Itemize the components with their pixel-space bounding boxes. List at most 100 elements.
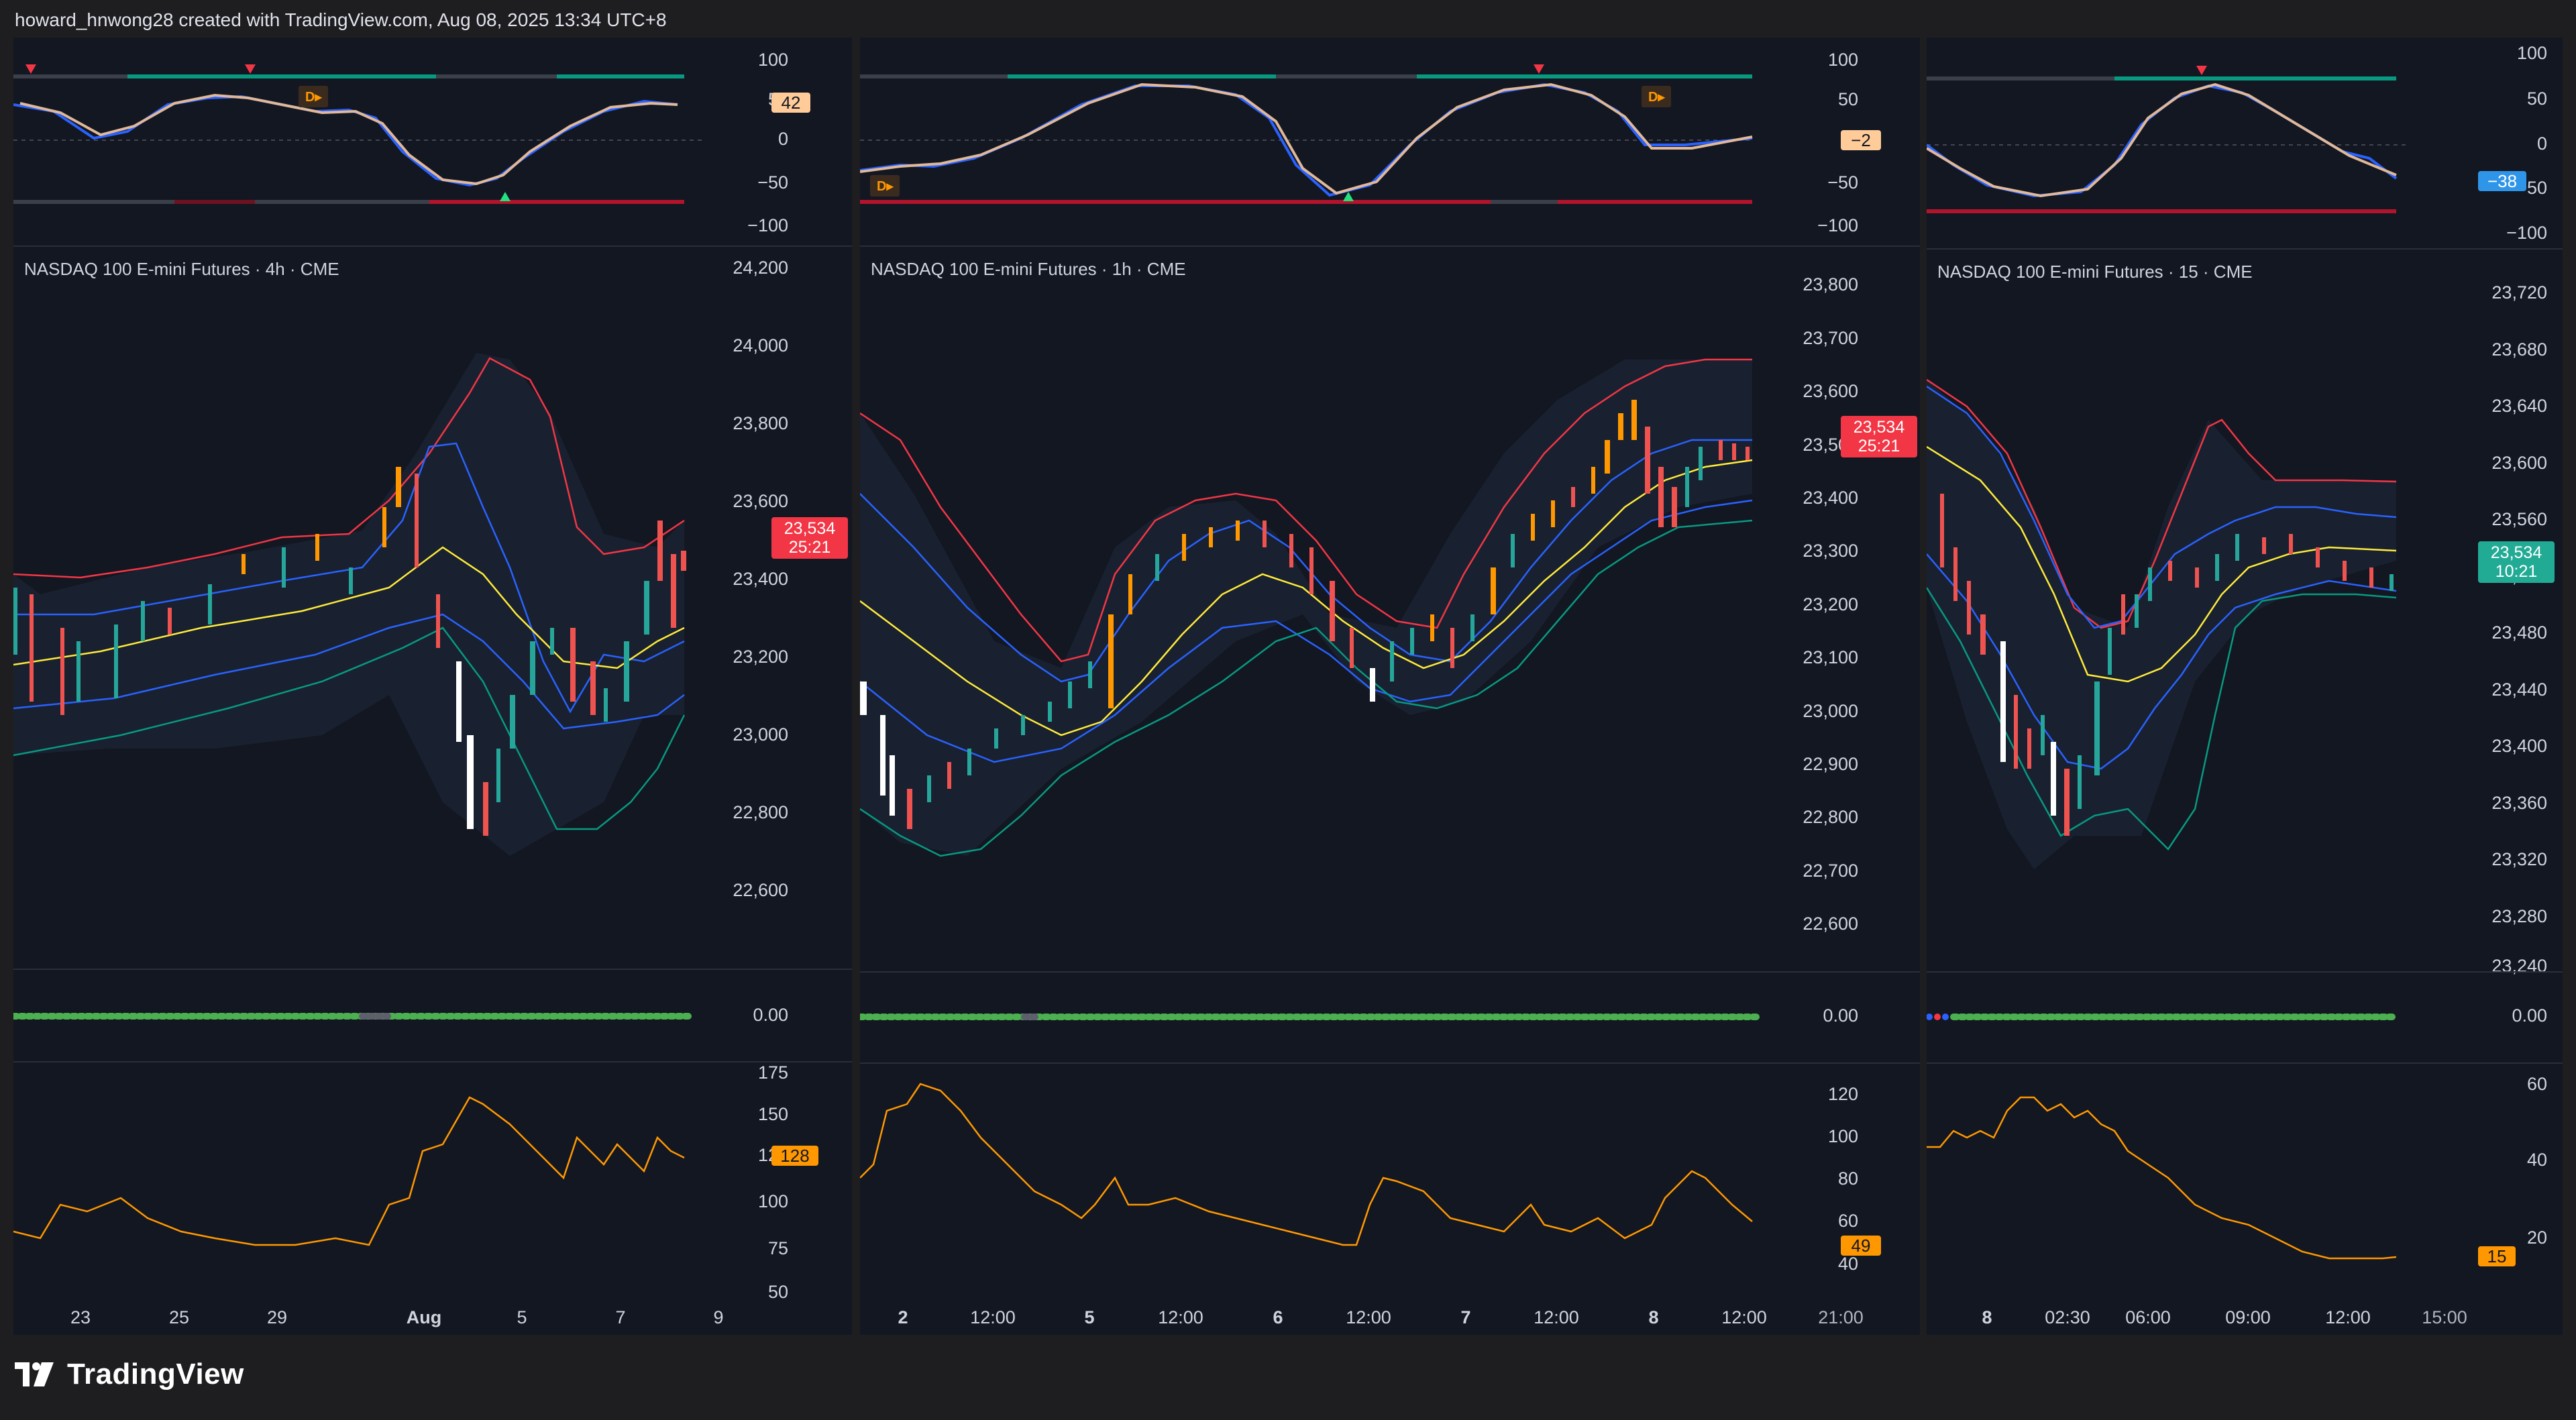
last-price-tag: 23,534 10:21 [2478, 541, 2555, 583]
price-axis-label: 22,600 [1803, 914, 1858, 934]
footer: TradingView [0, 1335, 2576, 1420]
osc-value-tag: −38 [2478, 171, 2526, 191]
vol-axis-label: 120 [1828, 1084, 1858, 1104]
time-axis-label: 02:30 [2045, 1307, 2090, 1327]
bar-countdown: 25:21 [788, 538, 831, 557]
osc-value-tag: −2 [1841, 130, 1881, 150]
last-price-tag: 23,534 25:21 [1841, 416, 1917, 457]
pane-separator[interactable] [1927, 1062, 2563, 1064]
pane-separator[interactable] [1927, 971, 2563, 973]
osc-axis-label: 100 [758, 50, 788, 70]
price-axis-label: 23,640 [2491, 396, 2547, 416]
vol-axis-label: 100 [1828, 1126, 1858, 1146]
price-axis-label: 23,320 [2491, 849, 2547, 869]
price-axis-label: 23,600 [733, 491, 788, 511]
price-axis-label: 23,720 [2491, 282, 2547, 303]
vol-axis-label: 80 [1838, 1168, 1858, 1189]
time-axis-label: 6 [1273, 1307, 1283, 1327]
vol-axis-label: 60 [1838, 1211, 1858, 1231]
panel-1h-canvas[interactable]: D▸ D▸ 100 50 0 −50 −100 [860, 38, 1920, 1335]
price-axis-label: 23,280 [2491, 906, 2547, 926]
vol-axis-label: 40 [1838, 1254, 1858, 1274]
chart-panel-4h[interactable]: D▸ 100 50 0 −50 −100 [13, 38, 852, 1335]
osc-axis-label: 0 [778, 129, 788, 149]
chart-panel-1h[interactable]: D▸ D▸ 100 50 0 −50 −100 [860, 38, 1920, 1335]
time-axis-label: 12:00 [1346, 1307, 1391, 1327]
bar-countdown: 10:21 [2495, 562, 2538, 581]
price-axis-label: 22,800 [1803, 807, 1858, 827]
pane-separator[interactable] [860, 971, 1920, 973]
time-axis-label: 9 [713, 1307, 723, 1327]
price-axis-label: 23,700 [1803, 328, 1858, 348]
vol-axis-label: 40 [2527, 1150, 2547, 1170]
osc-axis-label: −100 [1817, 215, 1858, 235]
symbol-title[interactable]: NASDAQ 100 E-mini Futures · 15 · CME [1937, 262, 2253, 282]
price-axis-label: 23,300 [1803, 541, 1858, 561]
vol-axis-label: 100 [758, 1191, 788, 1211]
pane-separator[interactable] [13, 969, 852, 970]
last-price: 23,534 [1853, 418, 1905, 437]
price-axis-label: 23,400 [1803, 488, 1858, 508]
price-axis-label: 23,600 [1803, 381, 1858, 401]
pane-separator[interactable] [1927, 248, 2563, 250]
price-axis-label: 24,000 [733, 335, 788, 356]
pane-separator[interactable] [860, 1062, 1920, 1064]
price-axis-label: 23,440 [2491, 679, 2547, 700]
panel-4h-canvas[interactable]: D▸ 100 50 0 −50 −100 [13, 38, 852, 1335]
time-axis-label: 15:00 [2422, 1307, 2467, 1327]
vol-axis-label: 50 [768, 1282, 788, 1302]
vol-axis-label: 150 [758, 1104, 788, 1124]
price-axis-label: 24,200 [733, 258, 788, 278]
time-axis-label: 25 [169, 1307, 189, 1327]
price-axis-label: 22,600 [733, 880, 788, 900]
vol-value-tag: 15 [2478, 1246, 2516, 1266]
osc-axis-label: 100 [2517, 43, 2547, 63]
osc-axis-label: −100 [2506, 223, 2547, 243]
time-axis-label: Aug [407, 1307, 441, 1327]
price-axis-label: 23,360 [2491, 793, 2547, 813]
time-axis-label: 06:00 [2125, 1307, 2171, 1327]
time-axis-label: 5 [1084, 1307, 1094, 1327]
time-axis-label: 2 [898, 1307, 908, 1327]
time-axis-label: 12:00 [1534, 1307, 1579, 1327]
chart-header: howard_hnwong28 created with TradingView… [0, 0, 2576, 38]
last-price-tag: 23,534 25:21 [771, 517, 848, 559]
bar-countdown: 25:21 [1858, 437, 1900, 455]
chart-panel-15m[interactable]: 100 50 0 −50 −100 23 [1927, 38, 2563, 1335]
time-axis-label: 12:00 [2325, 1307, 2371, 1327]
pane-separator[interactable] [860, 245, 1920, 247]
time-axis-label: 23 [70, 1307, 91, 1327]
price-axis-label: 23,240 [2491, 956, 2547, 976]
symbol-title[interactable]: NASDAQ 100 E-mini Futures · 4h · CME [24, 259, 339, 279]
vol-axis-label: 60 [2527, 1074, 2547, 1094]
dots-axis-value: 0.00 [2512, 1005, 2547, 1026]
price-axis-label: 23,200 [733, 647, 788, 667]
tradingview-logo[interactable]: TradingView [15, 1358, 244, 1391]
osc-value-tag: 42 [771, 93, 810, 113]
price-axis-label: 22,800 [733, 802, 788, 822]
price-axis-label: 23,100 [1803, 647, 1858, 667]
dots-axis-value: 0.00 [1823, 1005, 1858, 1026]
price-axis-label: 23,680 [2491, 339, 2547, 360]
time-axis-label: 29 [267, 1307, 287, 1327]
tradingview-wordmark: TradingView [67, 1358, 244, 1390]
panel-15m-canvas[interactable]: 100 50 0 −50 −100 23 [1927, 38, 2563, 1335]
vol-value-tag: 128 [771, 1146, 818, 1166]
time-axis-label: 09:00 [2225, 1307, 2271, 1327]
osc-axis-label: −50 [757, 172, 788, 193]
price-axis-label: 23,560 [2491, 509, 2547, 529]
time-axis-label: 12:00 [1158, 1307, 1203, 1327]
price-axis-label: 23,000 [733, 724, 788, 745]
pane-separator[interactable] [13, 1061, 852, 1062]
vol-axis-label: 175 [758, 1062, 788, 1083]
osc-axis-label: −100 [747, 215, 788, 235]
osc-axis-label: 100 [1828, 50, 1858, 70]
price-axis-label: 22,700 [1803, 861, 1858, 881]
symbol-title[interactable]: NASDAQ 100 E-mini Futures · 1h · CME [871, 259, 1186, 279]
pane-separator[interactable] [13, 245, 852, 247]
osc-axis-label: 50 [1838, 89, 1858, 109]
price-axis-label: 23,800 [1803, 274, 1858, 294]
svg-text:D▸: D▸ [877, 179, 894, 194]
time-axis-label: 12:00 [1721, 1307, 1767, 1327]
price-axis-label: 23,800 [733, 413, 788, 433]
